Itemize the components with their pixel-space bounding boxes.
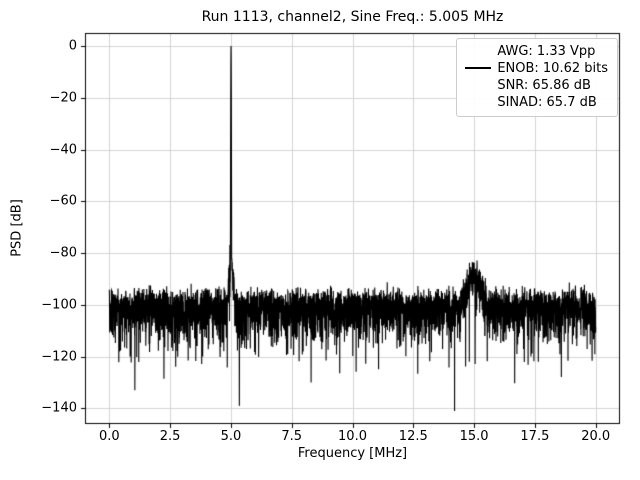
x-tick-label: 17.5 <box>520 429 550 444</box>
legend-entry-sinad: SINAD: 65.7 dB <box>497 95 597 110</box>
legend-text-block: AWG: 1.33 Vpp ENOB: 10.62 bits SNR: 65.8… <box>497 43 608 111</box>
y-tick-label: −140 <box>41 400 77 416</box>
legend-entry-enob: ENOB: 10.62 bits <box>497 61 608 76</box>
x-tick-label: 10.0 <box>338 429 367 444</box>
x-tick-label: 12.5 <box>398 429 428 444</box>
legend-entry-snr: SNR: 65.86 dB <box>497 78 591 93</box>
x-tick-label: 7.5 <box>281 429 303 444</box>
legend-entry-awg: AWG: 1.33 Vpp <box>497 44 596 59</box>
x-tick-label: 15.0 <box>459 429 489 444</box>
y-tick-label: −20 <box>49 90 77 106</box>
x-tick-label: 20.0 <box>581 429 611 444</box>
y-tick-label: −100 <box>41 297 77 313</box>
y-tick-label: 0 <box>68 38 77 54</box>
x-tick-label: 2.5 <box>159 429 181 444</box>
legend: AWG: 1.33 Vpp ENOB: 10.62 bits SNR: 65.8… <box>456 38 618 117</box>
legend-line-sample <box>465 67 492 69</box>
chart-title: Run 1113, channel2, Sine Freq.: 5.005 MH… <box>201 9 504 25</box>
x-tick-label: 5.0 <box>220 429 242 444</box>
y-tick-label: −60 <box>49 193 77 209</box>
y-tick-label: −40 <box>49 142 77 158</box>
y-tick-label: −80 <box>49 245 77 261</box>
y-tick-label: −120 <box>41 349 77 365</box>
x-tick-label: 0.0 <box>98 429 120 444</box>
x-axis-label: Frequency [MHz] <box>297 446 408 461</box>
